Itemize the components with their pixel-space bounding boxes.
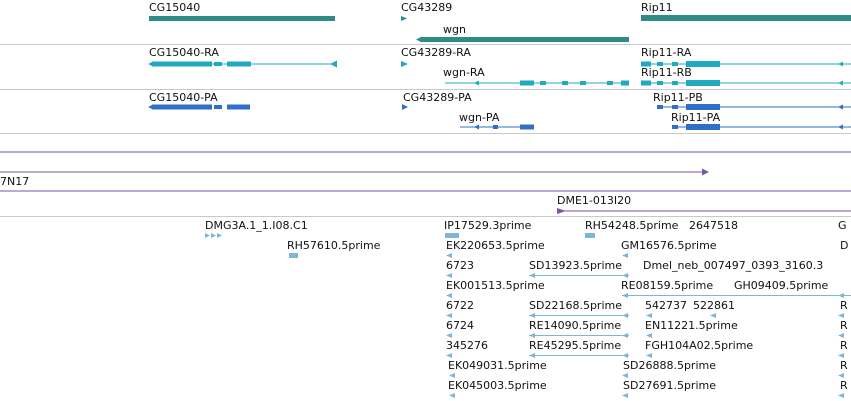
gene-label-cg43289[interactable]: CG43289 — [401, 1, 453, 14]
transcript-cg15040-ra[interactable] — [148, 60, 337, 68]
est-feature[interactable] — [446, 353, 452, 358]
protein-rip11-pa[interactable] — [672, 124, 851, 130]
track-separator — [0, 44, 851, 45]
clone-7n17-arrow — [702, 168, 709, 176]
est-label[interactable]: EN11221.5prime — [645, 319, 738, 332]
est-label[interactable]: SD13923.5prime — [529, 259, 622, 272]
est-track — [205, 233, 851, 398]
transcript-wgn-ra[interactable] — [445, 80, 629, 86]
gene-label-rip11[interactable]: Rip11 — [641, 1, 673, 14]
est-label[interactable]: EK049031.5prime — [448, 359, 547, 372]
clone-track — [0, 151, 851, 214]
est-label[interactable]: Dmel_neb_007497_0393_3160.3 — [643, 259, 824, 272]
est-label[interactable]: FGH104A02.5prime — [645, 339, 754, 352]
est-label[interactable]: GH09409.5prime — [734, 279, 829, 292]
gene-bar-cg15040[interactable] — [149, 16, 335, 21]
protein-cg43289-pa[interactable] — [402, 104, 408, 110]
transcript-rip11-rb[interactable] — [641, 80, 851, 86]
est-label[interactable]: RE14090.5prime — [529, 319, 622, 332]
track-separator — [0, 216, 851, 217]
clone-dme1-013i20-arrow — [557, 208, 566, 214]
est-label[interactable]: EK045003.5prime — [448, 379, 547, 392]
protein-track — [148, 104, 851, 130]
est-feature[interactable] — [446, 313, 452, 318]
est-label[interactable]: RH57610.5prime — [287, 239, 381, 252]
est-feature[interactable] — [585, 233, 595, 238]
gene-arrow-cg43289[interactable] — [401, 16, 407, 21]
est-label[interactable]: 2647518 — [689, 219, 738, 232]
est-label[interactable]: 6724 — [446, 319, 474, 332]
est-label[interactable]: R — [840, 299, 848, 312]
protein-label-rip11-pb[interactable]: Rip11-PB — [653, 91, 703, 104]
track-separator — [0, 89, 851, 90]
gene-label-wgn[interactable]: wgn — [443, 23, 466, 36]
transcript-cg43289-ra[interactable] — [401, 61, 408, 67]
est-feature[interactable] — [449, 373, 455, 378]
est-feature[interactable] — [622, 373, 628, 378]
est-label[interactable]: SD26888.5prime — [623, 359, 716, 372]
est-label[interactable]: R — [840, 379, 848, 392]
gene-bar-wgn[interactable] — [421, 37, 629, 42]
est-feature[interactable] — [446, 273, 452, 278]
est-feature[interactable] — [446, 293, 452, 298]
protein-wgn-pa[interactable] — [460, 124, 534, 130]
gene-arrow-wgn — [416, 36, 422, 43]
est-label[interactable]: 345276 — [446, 339, 488, 352]
est-feature[interactable] — [446, 253, 452, 258]
transcript-track — [148, 60, 851, 86]
est-feature[interactable] — [445, 233, 459, 238]
est-label[interactable]: RH54248.5prime — [585, 219, 679, 232]
est-label[interactable]: 542737 — [645, 299, 687, 312]
est-label[interactable]: 522861 — [693, 299, 735, 312]
gene-bar-rip11[interactable] — [641, 15, 851, 21]
est-label[interactable]: D — [840, 239, 849, 252]
track-separator — [0, 133, 851, 134]
transcript-rip11-ra[interactable] — [641, 61, 851, 67]
protein-label-wgn-pa[interactable]: wgn-PA — [459, 111, 500, 124]
est-label[interactable]: RE08159.5prime — [621, 279, 714, 292]
transcript-label-rip11-rb[interactable]: Rip11-RB — [641, 66, 692, 79]
protein-label-rip11-pa[interactable]: Rip11-PA — [671, 111, 721, 124]
transcript-label-cg15040-ra[interactable]: CG15040-RA — [149, 46, 219, 59]
transcript-label-cg43289-ra[interactable]: CG43289-RA — [401, 46, 471, 59]
est-label[interactable]: G — [838, 219, 847, 232]
est-feature[interactable] — [622, 393, 628, 398]
gene-label-cg15040[interactable]: CG15040 — [149, 1, 201, 14]
gene-track — [149, 15, 851, 43]
est-feature[interactable] — [446, 333, 452, 338]
est-label[interactable]: R — [840, 319, 848, 332]
est-label[interactable]: 6722 — [446, 299, 474, 312]
est-label[interactable]: GM16576.5prime — [621, 239, 717, 252]
est-label[interactable]: SD22168.5prime — [529, 299, 622, 312]
est-label[interactable]: IP17529.3prime — [444, 219, 532, 232]
protein-cg15040-pa[interactable] — [148, 104, 250, 110]
transcript-label-rip11-ra[interactable]: Rip11-RA — [641, 46, 692, 59]
est-label[interactable]: DMG3A.1_1.I08.C1 — [205, 219, 308, 232]
protein-label-cg43289-pa[interactable]: CG43289-PA — [403, 91, 472, 104]
transcript-label-wgn-ra[interactable]: wgn-RA — [443, 66, 485, 79]
est-feature[interactable] — [838, 373, 844, 378]
est-label[interactable]: 6723 — [446, 259, 474, 272]
est-feature[interactable] — [622, 253, 628, 258]
est-label[interactable]: R — [840, 339, 848, 352]
est-feature[interactable] — [838, 393, 844, 398]
est-label[interactable]: R — [840, 359, 848, 372]
est-label[interactable]: EK220653.5prime — [446, 239, 545, 252]
protein-label-cg15040-pa[interactable]: CG15040-PA — [149, 91, 218, 104]
clone-label-7n17[interactable]: 7N17 — [0, 175, 30, 188]
est-feature[interactable] — [449, 393, 455, 398]
est-feature[interactable] — [289, 253, 298, 258]
est-label[interactable]: SD27691.5prime — [623, 379, 716, 392]
clone-label-dme1-013i20[interactable]: DME1-013I20 — [557, 194, 632, 207]
est-label[interactable]: RE45295.5prime — [529, 339, 622, 352]
protein-rip11-pb[interactable] — [657, 104, 851, 110]
est-label[interactable]: EK001513.5prime — [446, 279, 545, 292]
est-feature[interactable] — [205, 233, 222, 238]
